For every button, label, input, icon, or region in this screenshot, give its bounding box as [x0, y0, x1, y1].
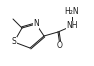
Text: NH: NH: [66, 22, 78, 30]
Text: O: O: [57, 42, 63, 50]
Text: S: S: [12, 37, 16, 47]
Text: N: N: [33, 19, 39, 29]
Text: H₂N: H₂N: [65, 8, 79, 16]
